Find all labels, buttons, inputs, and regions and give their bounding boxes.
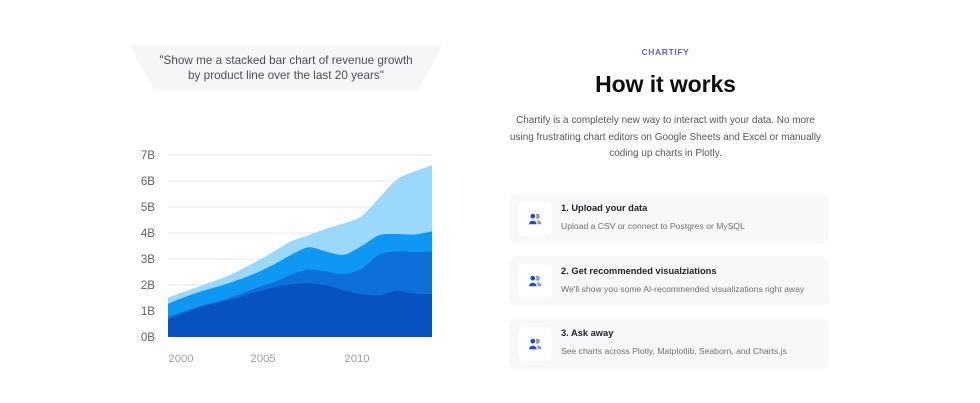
svg-text:3B: 3B: [141, 253, 155, 266]
svg-text:5B: 5B: [141, 201, 155, 214]
svg-text:6B: 6B: [141, 175, 155, 188]
svg-text:2010: 2010: [344, 353, 369, 365]
svg-text:2000: 2000: [168, 353, 193, 365]
svg-text:4B: 4B: [141, 227, 155, 240]
svg-text:7B: 7B: [141, 149, 155, 162]
svg-text:2005: 2005: [250, 353, 275, 365]
svg-text:0B: 0B: [141, 331, 155, 344]
svg-text:1B: 1B: [141, 305, 155, 318]
svg-text:2B: 2B: [141, 279, 155, 292]
